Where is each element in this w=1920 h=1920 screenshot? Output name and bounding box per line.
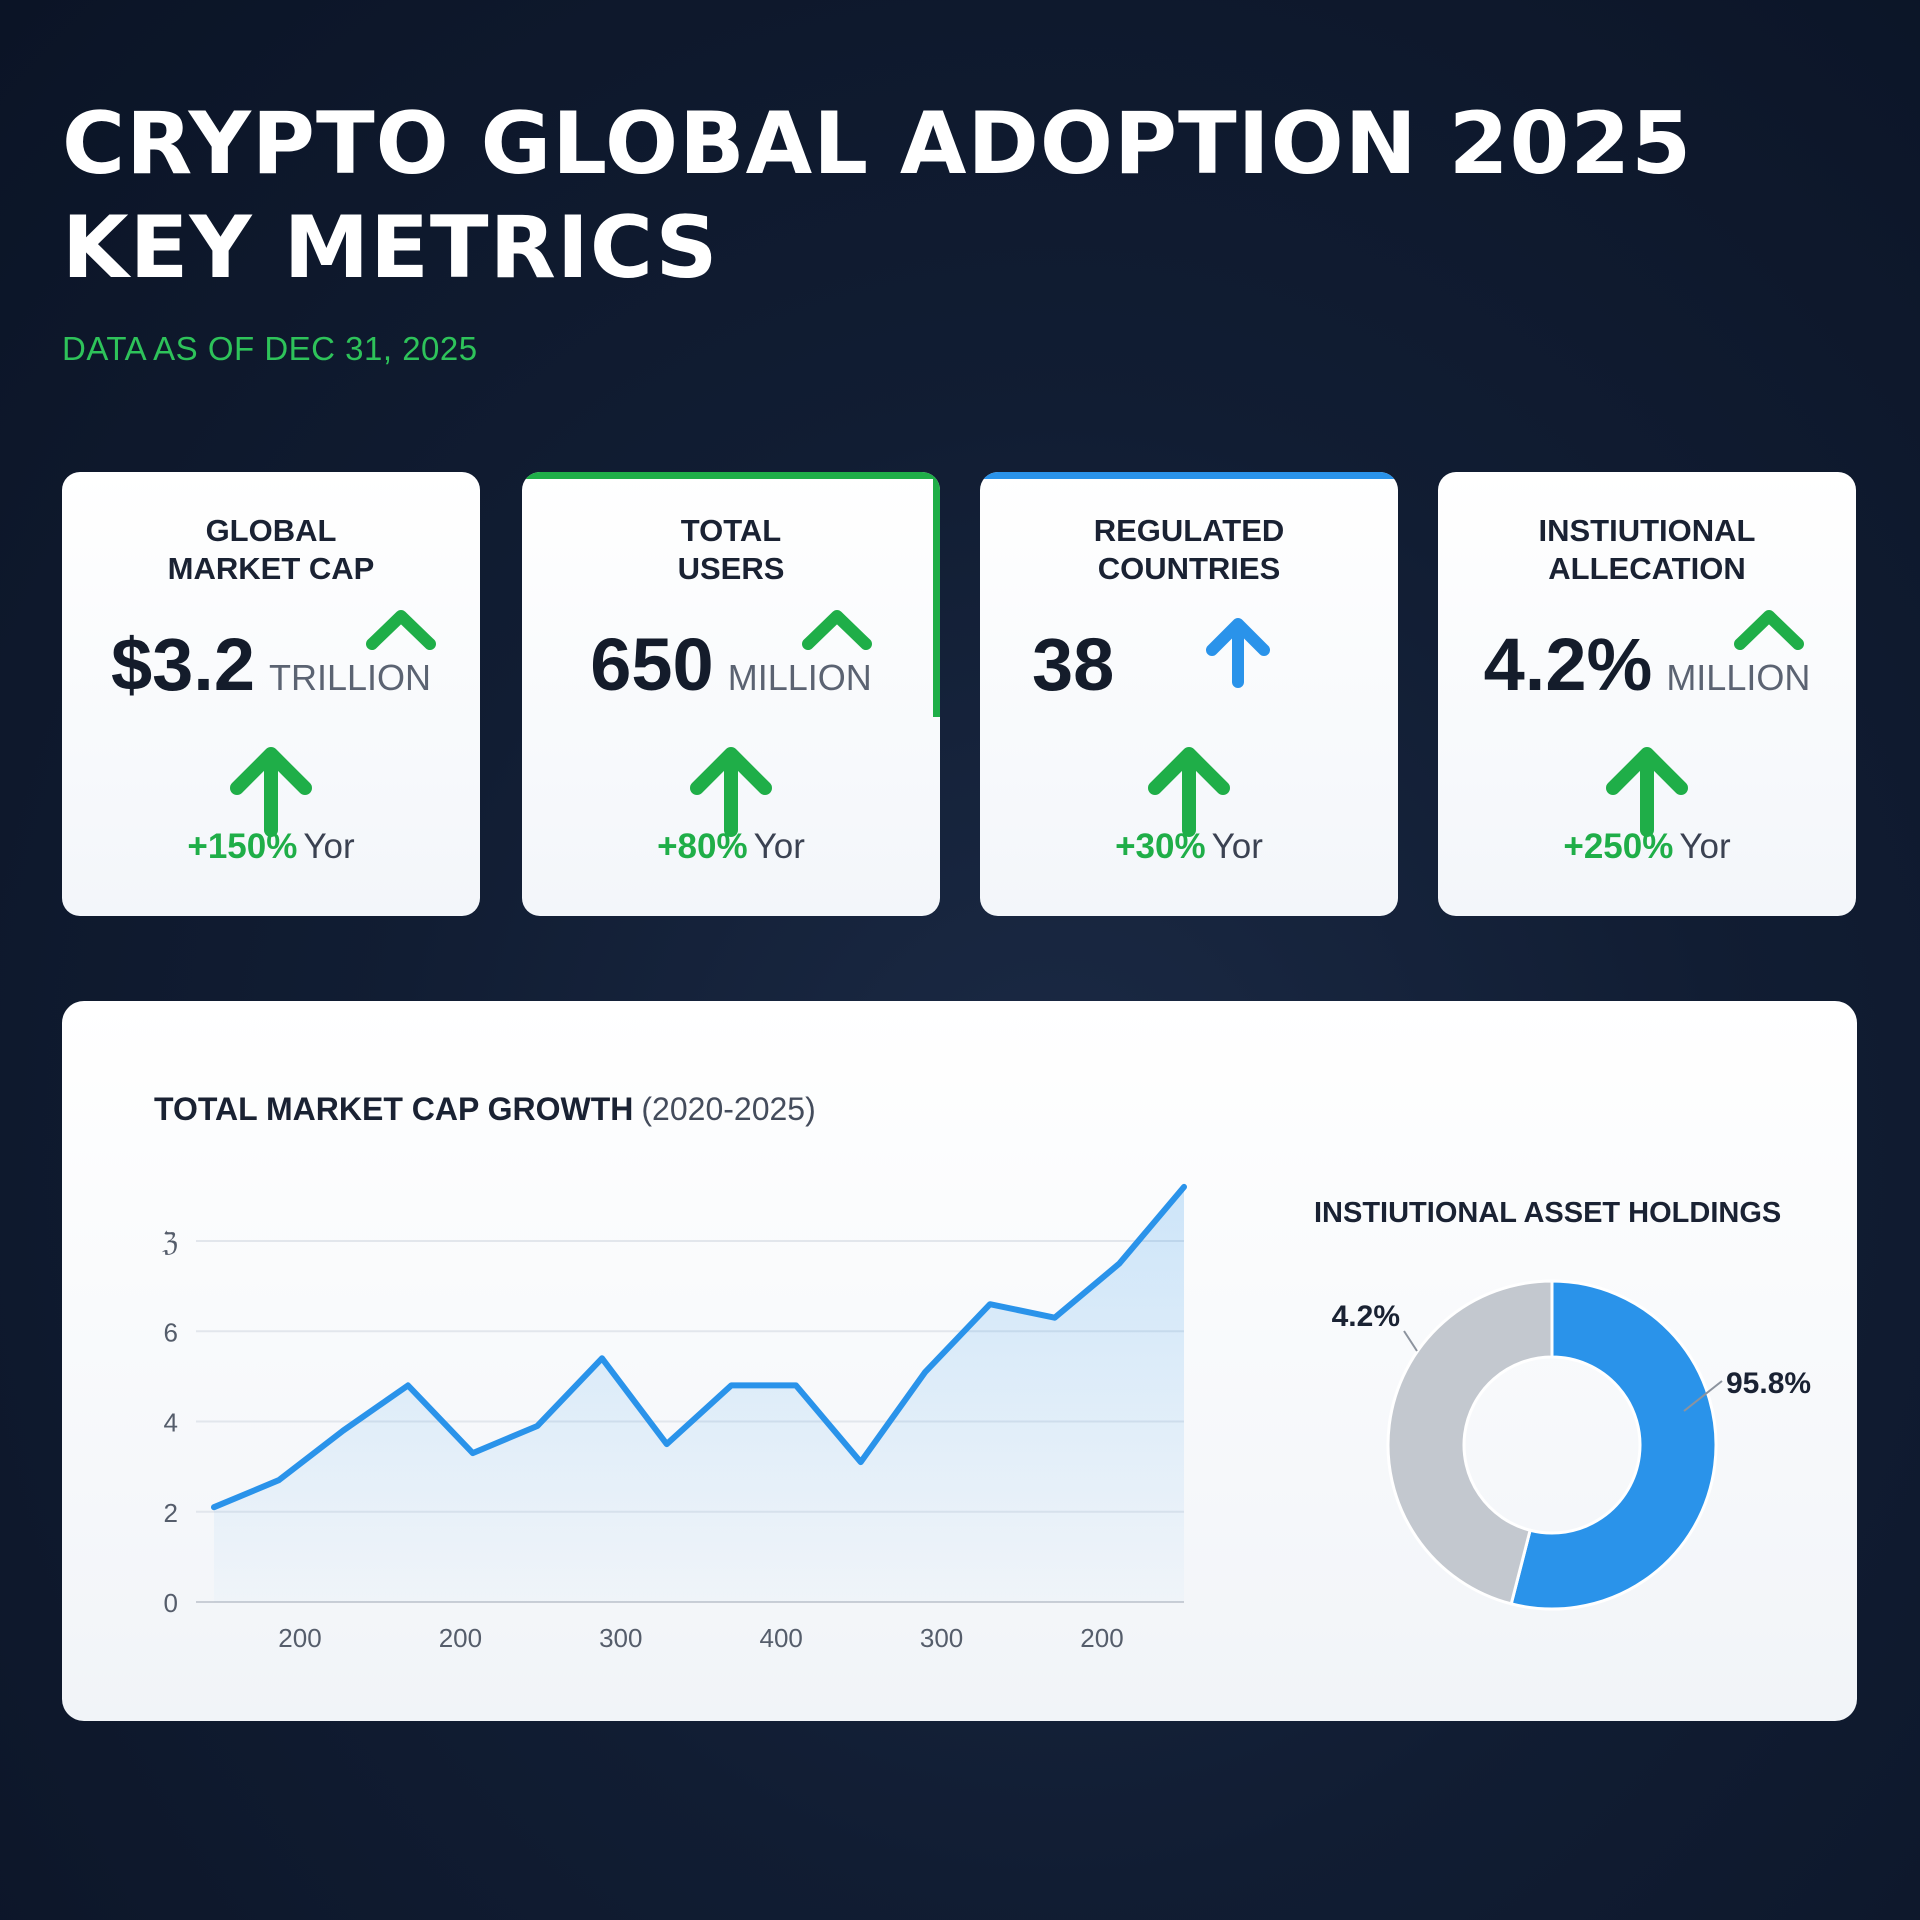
card-value-unit: MILLION [1666, 657, 1811, 698]
card-label: GLOBAL MARKET CAP [167, 513, 375, 586]
card-accent-side [933, 472, 940, 717]
arrow-up-icon [1206, 618, 1270, 688]
y-tick-label: 4 [164, 1408, 178, 1438]
x-tick-label: 300 [920, 1623, 963, 1653]
page-header: CRYPTO GLOBAL ADOPTION 2025 KEY METRICS [62, 92, 1692, 300]
card-value: 4.2% MILLION [1438, 622, 1856, 707]
data-point [212, 1505, 216, 1509]
card-value: 38 [980, 622, 1398, 707]
data-point [341, 1429, 345, 1433]
card-label: REGULATED COUNTRIES [1093, 513, 1285, 586]
card-change: +30% Yor [1115, 827, 1263, 866]
series-line [211, 1183, 1187, 1511]
card-value: 650 MILLION [522, 622, 940, 707]
data-point [406, 1383, 410, 1387]
metric-card-regulated-countries: REGULATED COUNTRIES 38 +30% Yor [980, 472, 1398, 916]
x-tick-label: 200 [278, 1623, 321, 1653]
card-value-number: 650 [590, 623, 714, 706]
card-value-number: $3.2 [110, 623, 255, 706]
y-tick-label: 6 [164, 1317, 178, 1347]
arrow-up-icon [1148, 747, 1230, 837]
card-value: $3.2 TRILLION [62, 622, 480, 707]
card-change: +250% Yor [1563, 827, 1731, 866]
chart-panel: TOTAL MARKET CAP GROWTH (2020-2025) INSTI… [62, 1001, 1857, 1721]
y-tick-label: 2 [164, 1498, 178, 1528]
x-tick-label: 300 [599, 1623, 642, 1653]
card-change: +80% Yor [657, 827, 805, 866]
card-value-unit: TRILLION [268, 657, 432, 698]
donut-slice [1386, 1279, 1554, 1606]
data-point [471, 1451, 475, 1455]
data-point [1182, 1185, 1186, 1189]
arrow-up-icon [1606, 747, 1688, 837]
y-tick-label: 0 [164, 1588, 178, 1618]
data-point [988, 1302, 992, 1306]
data-date-subtitle: DATA AS OF DEC 31, 2025 [62, 330, 478, 367]
x-tick-label: 200 [1080, 1623, 1123, 1653]
data-point [1053, 1316, 1057, 1320]
card-label: INSTIUTIONAL ALLECATION [1538, 513, 1756, 586]
metric-card-institutional-allocation: INSTIUTIONAL ALLECATION 4.2% MILLION +250%… [1438, 472, 1856, 916]
data-point [665, 1442, 669, 1446]
data-point [859, 1460, 863, 1464]
leader-line [1403, 1330, 1418, 1352]
page-title-line-2: KEY METRICS [62, 198, 719, 298]
data-point [923, 1370, 927, 1374]
chevron-up-icon [802, 610, 872, 650]
card-change: +150% Yor [187, 827, 355, 866]
arrow-up-icon [230, 747, 312, 837]
arrow-up-icon [690, 747, 772, 837]
metric-card-market-cap: GLOBAL MARKET CAP $3.2 TRILLION +150% Yor [62, 472, 480, 916]
y-tick-label: ℨ [162, 1227, 178, 1257]
card-label: TOTAL USERS [677, 513, 785, 586]
donut-chart-title: INSTIUTIONAL ASSET HOLDINGS [1314, 1197, 1782, 1229]
line-chart-title: TOTAL MARKET CAP GROWTH (2020-2025) [154, 1091, 816, 1127]
chart-canvas: 0 2 4 6 ℨ 200 200 300 400 300 200 4.2% 95.8% [162, 1183, 1811, 1653]
data-point [600, 1356, 604, 1360]
card-value-number: 38 [1032, 623, 1115, 706]
x-tick-label: 400 [760, 1623, 803, 1653]
card-value-number: 4.2% [1483, 623, 1653, 706]
area-fill [214, 1186, 1184, 1602]
page-title-line-1: CRYPTO GLOBAL ADOPTION 2025 [62, 94, 1693, 194]
data-point [277, 1478, 281, 1482]
data-point [1117, 1262, 1121, 1266]
donut-label: 95.8% [1726, 1367, 1811, 1400]
data-point [535, 1424, 539, 1428]
leader-line [1683, 1380, 1723, 1412]
card-value-unit: MILLION [727, 657, 872, 698]
x-tick-label: 200 [439, 1623, 482, 1653]
donut-label: 4.2% [1332, 1300, 1400, 1333]
donut-slice [1509, 1279, 1718, 1611]
data-point [794, 1383, 798, 1387]
card-accent-bar [980, 472, 1398, 479]
card-accent-bar [522, 472, 940, 479]
chevron-up-icon [366, 610, 436, 650]
data-point [729, 1383, 733, 1387]
metric-card-total-users: TOTAL USERS 650 MILLION +80% Yor [522, 472, 940, 916]
chevron-up-icon [1734, 610, 1804, 650]
